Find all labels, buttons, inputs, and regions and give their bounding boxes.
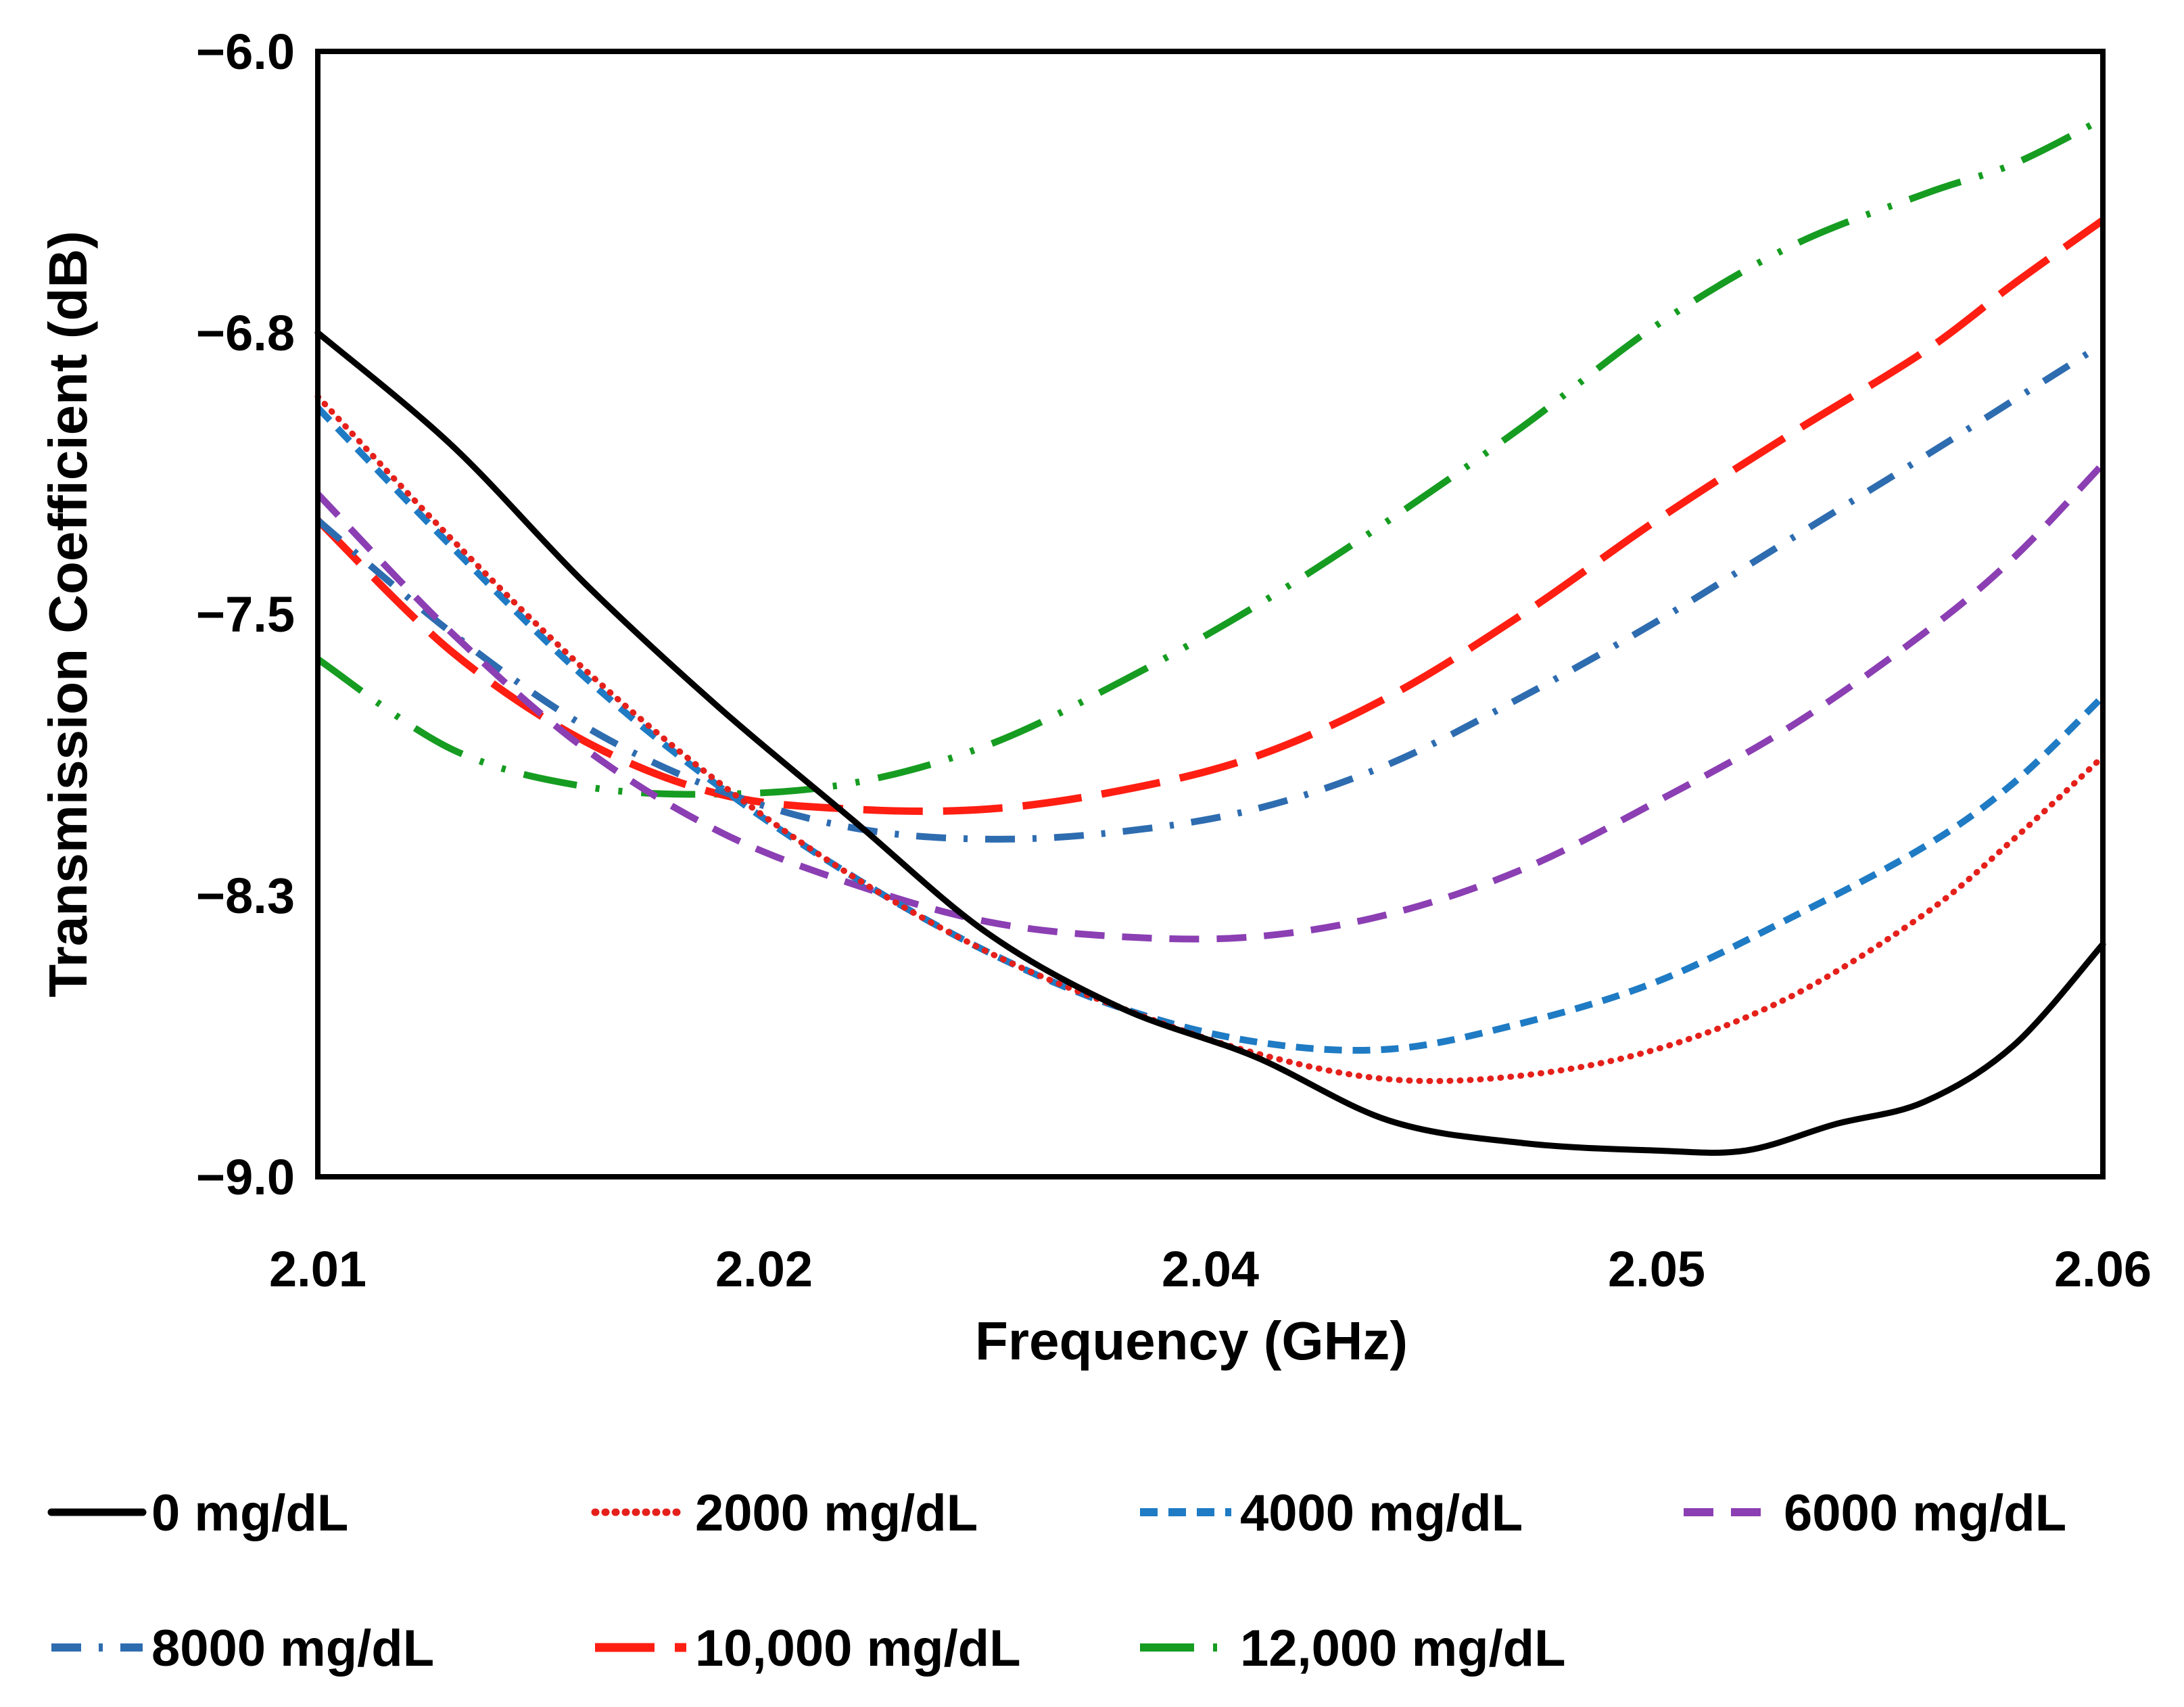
legend-item-12-000-mg-dl: 12,000 mg/dL (1140, 1620, 1566, 1677)
series-line-10-000-mg-dl (315, 217, 2106, 816)
legend-item-10-000-mg-dl: 10,000 mg/dL (595, 1620, 1021, 1677)
series-line-8000-mg-dl (315, 341, 2105, 843)
series-line-6000-mg-dl (315, 461, 2106, 943)
legend-label: 6000 mg/dL (1784, 1484, 2066, 1542)
legend-label: 8000 mg/dL (151, 1620, 434, 1677)
legend-label: 0 mg/dL (151, 1484, 348, 1542)
legend-label: 2000 mg/dL (695, 1484, 978, 1542)
y-axis-title: Transmission Coefficient (dB) (38, 231, 98, 997)
legend-item-6000-mg-dl: 6000 mg/dL (1684, 1484, 2066, 1542)
series-line-0-mg-dl (314, 329, 2106, 1156)
series-line-12-000-mg-dl (316, 116, 2105, 798)
x-tick-label: 2.06 (2054, 1241, 2152, 1297)
y-tick-label: −6.0 (196, 24, 295, 80)
series-layer (314, 116, 2106, 1156)
legend: 0 mg/dL 2000 mg/dL 4000 mg/dL 6000 mg/dL 800… (47, 1484, 2066, 1677)
y-tick-label: −9.0 (196, 1149, 295, 1205)
x-axis-ticks: 2.01 2.02 2.04 2.05 2.06 (269, 1241, 2152, 1297)
y-tick-label: −8.3 (196, 868, 295, 924)
legend-label: 10,000 mg/dL (695, 1620, 1021, 1677)
x-tick-label: 2.01 (269, 1241, 366, 1297)
legend-label: 12,000 mg/dL (1240, 1620, 1566, 1677)
x-tick-label: 2.02 (715, 1241, 813, 1297)
x-tick-label: 2.05 (1608, 1241, 1705, 1297)
y-axis-ticks: −6.0 −6.8 −7.5 −8.3 −9.0 (196, 24, 295, 1205)
plot-area-frame (315, 49, 2106, 1179)
y-tick-label: −7.5 (196, 586, 295, 642)
series-line-4000-mg-dl (315, 405, 2106, 1054)
legend-item-4000-mg-dl: 4000 mg/dL (1140, 1484, 1523, 1542)
x-tick-label: 2.04 (1162, 1241, 1259, 1297)
legend-item-8000-mg-dl: 8000 mg/dL (51, 1620, 434, 1677)
legend-item-0-mg-dl: 0 mg/dL (47, 1484, 348, 1542)
legend-item-2000-mg-dl: 2000 mg/dL (591, 1484, 978, 1542)
legend-label: 4000 mg/dL (1240, 1484, 1523, 1542)
y-tick-label: −6.8 (196, 305, 295, 361)
x-axis-title: Frequency (GHz) (975, 1311, 1408, 1371)
